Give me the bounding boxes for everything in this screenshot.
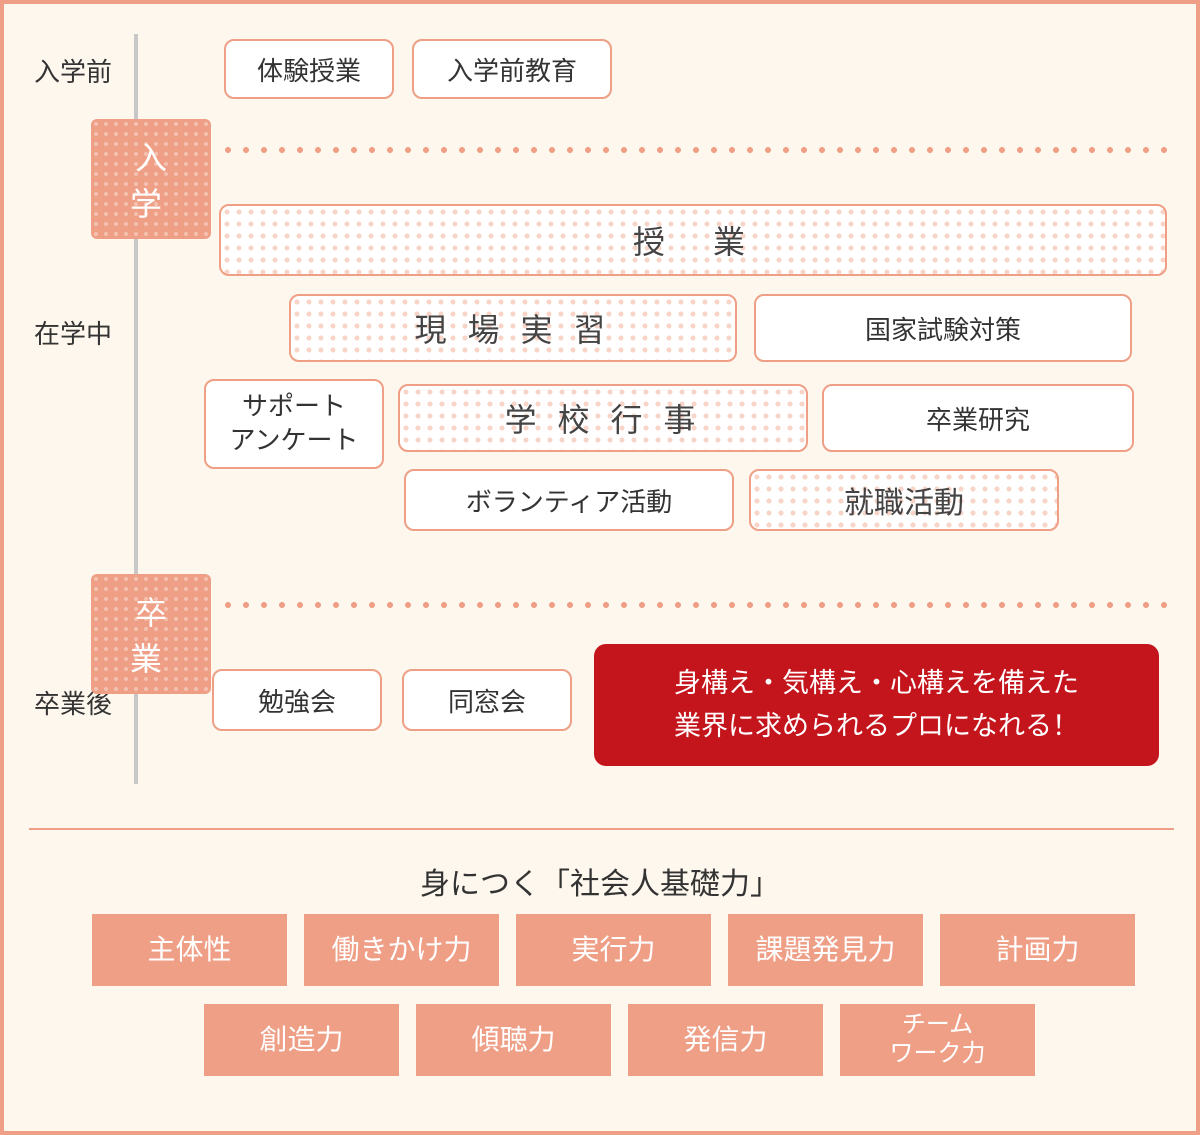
skill-1: 主体性 (92, 914, 287, 986)
milestone-entry: 入学 (91, 119, 211, 239)
section-divider (29, 828, 1174, 830)
skill-3: 実行力 (516, 914, 711, 986)
box-survey-text: サポートアンケート (230, 390, 359, 458)
skill-6: 創造力 (204, 1004, 399, 1076)
box-volunteer: ボランティア活動 (404, 469, 734, 531)
box-job-hunt: 就職活動 (749, 469, 1059, 531)
dots-grad (219, 602, 1171, 608)
box-study-group: 勉強会 (212, 669, 382, 731)
box-trial: 体験授業 (224, 39, 394, 99)
milestone-grad: 卒業 (91, 574, 211, 694)
box-practicum: 現 場 実 習 (289, 294, 737, 362)
stage-during-label: 在学中 (34, 314, 112, 351)
skill-2: 働きかけ力 (304, 914, 499, 986)
skills-title: 身につく「社会人基礎力」 (4, 859, 1196, 903)
callout-line1: 身構え・気構え・心構えを備えた (674, 662, 1079, 705)
box-survey: サポートアンケート (204, 379, 384, 469)
box-pre-edu: 入学前教育 (412, 39, 612, 99)
skill-9-text: チームワーク力 (890, 1011, 986, 1069)
box-classes: 授 業 (219, 204, 1167, 276)
box-events: 学 校 行 事 (398, 384, 808, 452)
infographic-frame: 入学前 在学中 卒業後 入学 卒業 体験授業 入学前教育 授 業 現 場 実 習… (0, 0, 1200, 1135)
callout-line2: 業界に求められるプロになれる！ (674, 705, 1079, 748)
callout-red: 身構え・気構え・心構えを備えた 業界に求められるプロになれる！ (594, 644, 1159, 766)
skill-4: 課題発見力 (728, 914, 923, 986)
box-thesis: 卒業研究 (822, 384, 1134, 452)
dots-entry (219, 147, 1171, 153)
box-exam-prep: 国家試験対策 (754, 294, 1132, 362)
skill-9: チームワーク力 (840, 1004, 1035, 1076)
skill-7: 傾聴力 (416, 1004, 611, 1076)
box-alumni: 同窓会 (402, 669, 572, 731)
skill-8: 発信力 (628, 1004, 823, 1076)
skill-5: 計画力 (940, 914, 1135, 986)
stage-pre-label: 入学前 (34, 52, 112, 89)
